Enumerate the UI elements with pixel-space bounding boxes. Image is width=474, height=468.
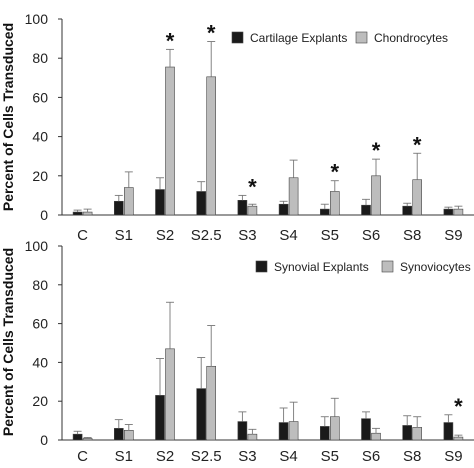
y-tick-label: 80 <box>32 277 48 293</box>
x-tick-label: S2.5 <box>191 227 222 244</box>
bar <box>114 428 124 441</box>
y-tick-label: 40 <box>32 354 48 370</box>
legend-label: Synovial Explants <box>274 260 369 274</box>
legend-swatch <box>355 31 368 44</box>
y-tick-label: 80 <box>32 50 48 66</box>
bar <box>278 203 289 216</box>
y-axis-title: Percent of Cells Transduced <box>0 248 16 436</box>
bar <box>82 211 93 216</box>
bar <box>247 205 258 216</box>
significance-marker: * <box>454 394 463 419</box>
legend-label: Cartilage Explants <box>250 31 347 45</box>
legend-label: Synoviocytes <box>400 260 471 274</box>
x-tick-label: S5 <box>321 227 339 244</box>
x-tick-label: S8 <box>403 227 421 244</box>
bar <box>319 208 330 216</box>
y-tick-label: 100 <box>25 11 49 27</box>
x-tick-label: S3 <box>238 227 256 244</box>
bar <box>288 177 299 216</box>
bar <box>412 427 423 441</box>
y-axis-title: Percent of Cells Transduced <box>0 23 16 211</box>
bar <box>278 422 289 441</box>
legend-swatch <box>255 260 268 273</box>
bar <box>247 433 258 441</box>
bar <box>165 348 175 441</box>
bar <box>206 365 216 441</box>
bar <box>114 200 124 216</box>
significance-marker: * <box>166 28 175 53</box>
x-tick-label: S2 <box>156 227 174 244</box>
x-tick-label: S2 <box>156 448 174 463</box>
bar <box>361 418 371 441</box>
bar <box>196 388 206 441</box>
bar <box>72 211 83 216</box>
bar <box>443 422 454 441</box>
bar <box>82 438 93 441</box>
x-tick-label: S6 <box>362 448 380 463</box>
x-tick-label: C <box>77 448 88 463</box>
x-tick-label: S1 <box>115 227 133 244</box>
x-tick-label: S6 <box>362 227 380 244</box>
legend-swatch <box>381 260 394 273</box>
bar <box>329 191 340 216</box>
bar <box>124 429 134 441</box>
significance-marker: * <box>207 21 216 46</box>
bar <box>371 175 381 216</box>
bar <box>288 421 299 441</box>
significance-marker: * <box>331 160 340 185</box>
bar <box>206 76 216 216</box>
bar <box>237 421 248 441</box>
bar <box>371 432 381 441</box>
x-tick-label: S5 <box>321 448 339 463</box>
bar <box>72 433 83 441</box>
y-tick-label: 0 <box>40 432 48 448</box>
x-tick-label: S4 <box>279 227 297 244</box>
x-tick-label: S2.5 <box>191 448 222 463</box>
significance-marker: * <box>372 138 381 163</box>
bar <box>361 204 371 216</box>
chart-panel-1: 0 20 40 60 80 100 Percent of Cells Transduced C… <box>0 11 474 244</box>
bar <box>196 191 206 216</box>
x-tick-label: S9 <box>444 227 462 244</box>
bar <box>237 200 248 216</box>
x-tick-label: S3 <box>238 448 256 463</box>
y-tick-label: 60 <box>32 89 48 105</box>
x-tick-label: S8 <box>403 448 421 463</box>
y-tick-label: 40 <box>32 129 48 145</box>
bar <box>402 205 413 216</box>
bar <box>329 416 340 441</box>
bar <box>319 426 330 441</box>
y-tick-label: 60 <box>32 316 48 332</box>
x-tick-label: S1 <box>115 448 133 463</box>
chart-panel-2: 0 20 40 60 80 100 Percent of Cells Transduced C… <box>0 238 474 465</box>
bar <box>443 208 454 216</box>
x-tick-label: C <box>77 227 88 244</box>
y-tick-label: 20 <box>32 168 48 184</box>
significance-marker: * <box>248 174 257 199</box>
bar <box>402 425 413 441</box>
bar <box>453 436 464 441</box>
bar <box>124 187 134 216</box>
x-tick-label: S4 <box>279 448 297 463</box>
y-tick-label: 100 <box>25 238 49 254</box>
bar <box>412 179 423 216</box>
bar <box>165 66 175 216</box>
bar <box>155 395 165 441</box>
legend-label: Chondrocytes <box>374 31 448 45</box>
bar <box>155 189 165 216</box>
legend-swatch <box>231 31 244 44</box>
bar <box>453 208 464 216</box>
significance-marker: * <box>413 132 422 157</box>
y-tick-label: 0 <box>40 207 48 223</box>
x-tick-label: S9 <box>444 448 462 463</box>
y-tick-label: 20 <box>32 393 48 409</box>
